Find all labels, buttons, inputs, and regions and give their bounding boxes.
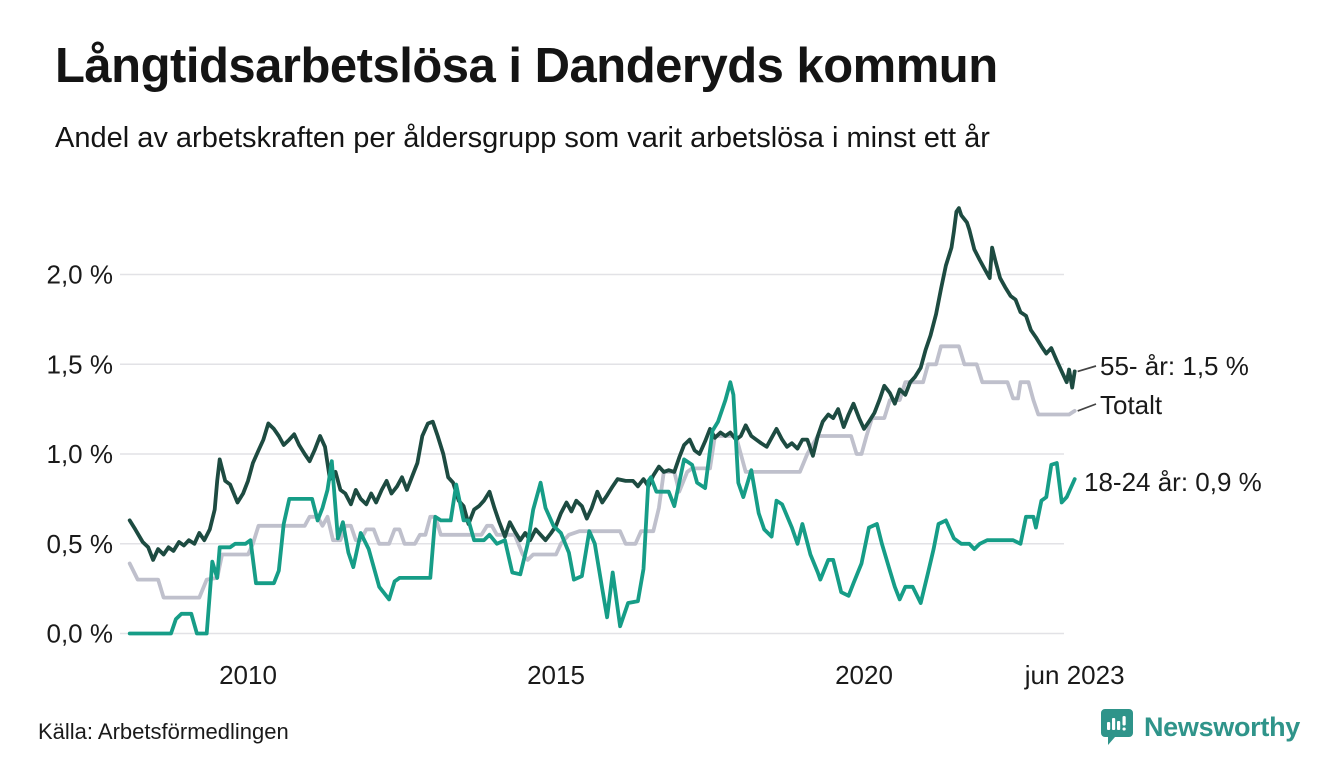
- y-tick-label: 1,5 %: [47, 349, 114, 379]
- page-subtitle: Andel av arbetskraften per åldersgrupp s…: [55, 122, 990, 154]
- y-tick-label: 0,5 %: [47, 529, 114, 559]
- y-tick-label: 1,0 %: [47, 439, 114, 469]
- x-tick-label: 2015: [527, 660, 585, 690]
- y-tick-label: 2,0 %: [47, 260, 114, 290]
- series-line-Totalt: [127, 344, 1077, 600]
- series-line-18-24-år: [127, 380, 1077, 636]
- annotation-connector: [1077, 365, 1097, 373]
- x-tick-label: 2020: [835, 660, 893, 690]
- y-tick-label: 0,0 %: [47, 619, 114, 649]
- source-note: Källa: Arbetsförmedlingen: [38, 719, 289, 744]
- newsworthy-bubble-icon: [1100, 709, 1133, 745]
- brand-name: Newsworthy: [1143, 711, 1300, 742]
- series-line-55--år: [127, 206, 1077, 562]
- brand-logo: Newsworthy: [1100, 708, 1300, 746]
- series-end-label-55-ar: 55- år: 1,5 %: [1100, 351, 1249, 381]
- series-end-label-totalt: Totalt: [1100, 390, 1163, 420]
- x-tick-label: jun 2023: [1024, 660, 1125, 690]
- page-title: Långtidsarbetslösa i Danderyds kommun: [55, 39, 998, 93]
- annotation-connector: [1077, 403, 1097, 412]
- x-tick-label: 2010: [219, 660, 277, 690]
- series-end-label-18-24-ar: 18-24 år: 0,9 %: [1084, 467, 1262, 497]
